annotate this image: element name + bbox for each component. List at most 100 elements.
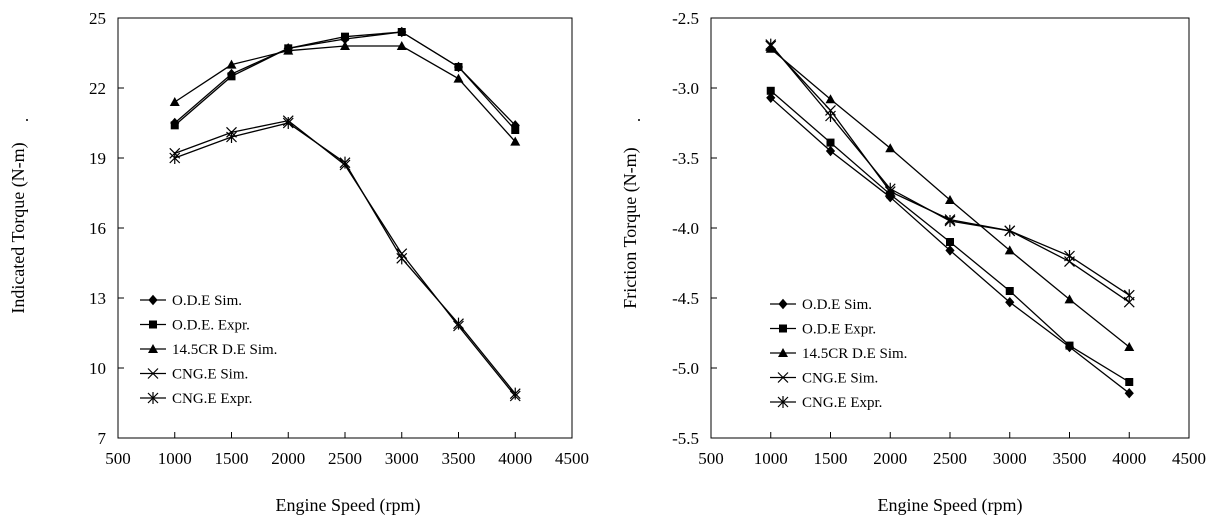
series-line: [770, 45, 1130, 303]
legend-marker: [147, 392, 159, 404]
legend-marker: [148, 294, 158, 306]
x-axis-label: Engine Speed (rpm): [276, 495, 421, 516]
x-tick-label: 4000: [498, 449, 532, 468]
legend-label: O.D.E. Expr.: [172, 318, 250, 334]
x-tick-label: 500: [105, 449, 131, 468]
data-point: [1064, 250, 1075, 262]
x-tick-label: 4500: [555, 449, 589, 468]
data-point: [283, 45, 294, 55]
x-tick-label: 3000: [993, 449, 1027, 468]
data-point: [340, 41, 350, 50]
series-line: [174, 45, 516, 143]
series-4: [765, 40, 1135, 308]
y-tick-label: -3.5: [672, 149, 699, 168]
data-point: [1005, 297, 1015, 308]
y-axis-label-dot: [26, 119, 28, 121]
data-point: [1123, 289, 1135, 302]
data-point: [453, 317, 464, 330]
legend-label: CNG.E Expr.: [172, 391, 252, 407]
legend-label: CNG.E Sim.: [802, 371, 878, 387]
legend-marker: [147, 368, 159, 379]
y-tick-label: 7: [98, 429, 107, 448]
data-point: [341, 32, 349, 41]
data-point: [511, 126, 520, 134]
data-point: [339, 156, 351, 169]
y-tick-label: 13: [89, 289, 106, 308]
x-tick-label: 2000: [873, 449, 907, 468]
data-point: [1124, 388, 1134, 399]
data-point: [1004, 224, 1016, 237]
data-point: [169, 152, 181, 164]
data-point: [226, 59, 237, 69]
series-line: [770, 90, 1130, 383]
legend-label: 14.5CR D.E Sim.: [172, 342, 277, 358]
legend-label: O.D.E Expr.: [802, 322, 876, 338]
y-tick-label: -4.0: [672, 219, 699, 238]
data-point: [825, 145, 836, 157]
series-line: [770, 44, 1130, 296]
data-point: [1004, 245, 1015, 255]
x-tick-label: 3500: [442, 449, 476, 468]
legend-marker: [148, 344, 158, 353]
x-tick-label: 1000: [754, 449, 788, 468]
data-point: [282, 117, 294, 129]
data-point: [944, 215, 956, 227]
y-tick-label: 22: [89, 79, 106, 98]
data-point: [510, 136, 521, 146]
legend-label: 14.5CR D.E Sim.: [802, 346, 907, 362]
data-point: [1005, 287, 1014, 295]
legend-label: O.D.E Sim.: [802, 297, 872, 313]
data-point: [169, 97, 180, 106]
y-tick-label: -2.5: [672, 9, 699, 28]
x-tick-label: 500: [698, 449, 724, 468]
data-point: [946, 238, 954, 246]
data-point: [826, 138, 835, 147]
x-tick-label: 2500: [933, 449, 967, 468]
series-5: [169, 117, 521, 400]
series-5: [765, 38, 1135, 302]
legend: O.D.E Sim. O.D.E. Expr. 14.5CR D.E Sim. CNG…: [140, 293, 277, 407]
data-point: [453, 73, 464, 83]
data-point: [227, 72, 236, 81]
data-point: [1124, 342, 1135, 351]
x-tick-label: 4000: [1112, 449, 1146, 468]
legend-marker: [778, 348, 788, 357]
x-tick-label: 2500: [328, 449, 362, 468]
data-point: [766, 92, 776, 103]
series-3: [169, 41, 521, 146]
data-point: [396, 41, 407, 50]
data-point: [765, 38, 777, 51]
data-point: [945, 195, 955, 204]
x-tick-label: 1500: [215, 449, 249, 468]
data-point: [884, 182, 896, 195]
y-tick-label: 25: [89, 9, 106, 28]
x-tick-label: 4500: [1172, 449, 1206, 468]
legend: O.D.E Sim. O.D.E Expr. 14.5CR D.E Sim. CNG.…: [770, 297, 907, 411]
data-point: [396, 252, 408, 265]
x-tick-label: 1500: [814, 449, 848, 468]
data-point: [766, 86, 775, 95]
y-tick-label: -4.5: [672, 289, 699, 308]
y-axis-label: Friction Torque (N-m): [620, 147, 641, 308]
data-point: [825, 110, 836, 122]
data-point: [509, 387, 521, 400]
data-point: [226, 131, 237, 143]
data-point: [945, 245, 955, 256]
y-tick-label: -5.5: [672, 429, 699, 448]
data-point: [397, 28, 406, 36]
x-tick-label: 3500: [1053, 449, 1087, 468]
x-tick-label: 3000: [385, 449, 419, 468]
series-2: [766, 86, 1134, 386]
data-point: [170, 121, 179, 130]
legend-marker: [149, 320, 157, 329]
legend-label: CNG.E Sim.: [172, 367, 248, 383]
legend-marker: [779, 324, 787, 333]
series-2: [170, 28, 520, 134]
data-point: [454, 63, 463, 71]
data-point: [825, 94, 836, 104]
x-axis-label: Engine Speed (rpm): [878, 495, 1023, 516]
data-point: [1065, 341, 1074, 350]
y-tick-label: 10: [89, 359, 106, 378]
